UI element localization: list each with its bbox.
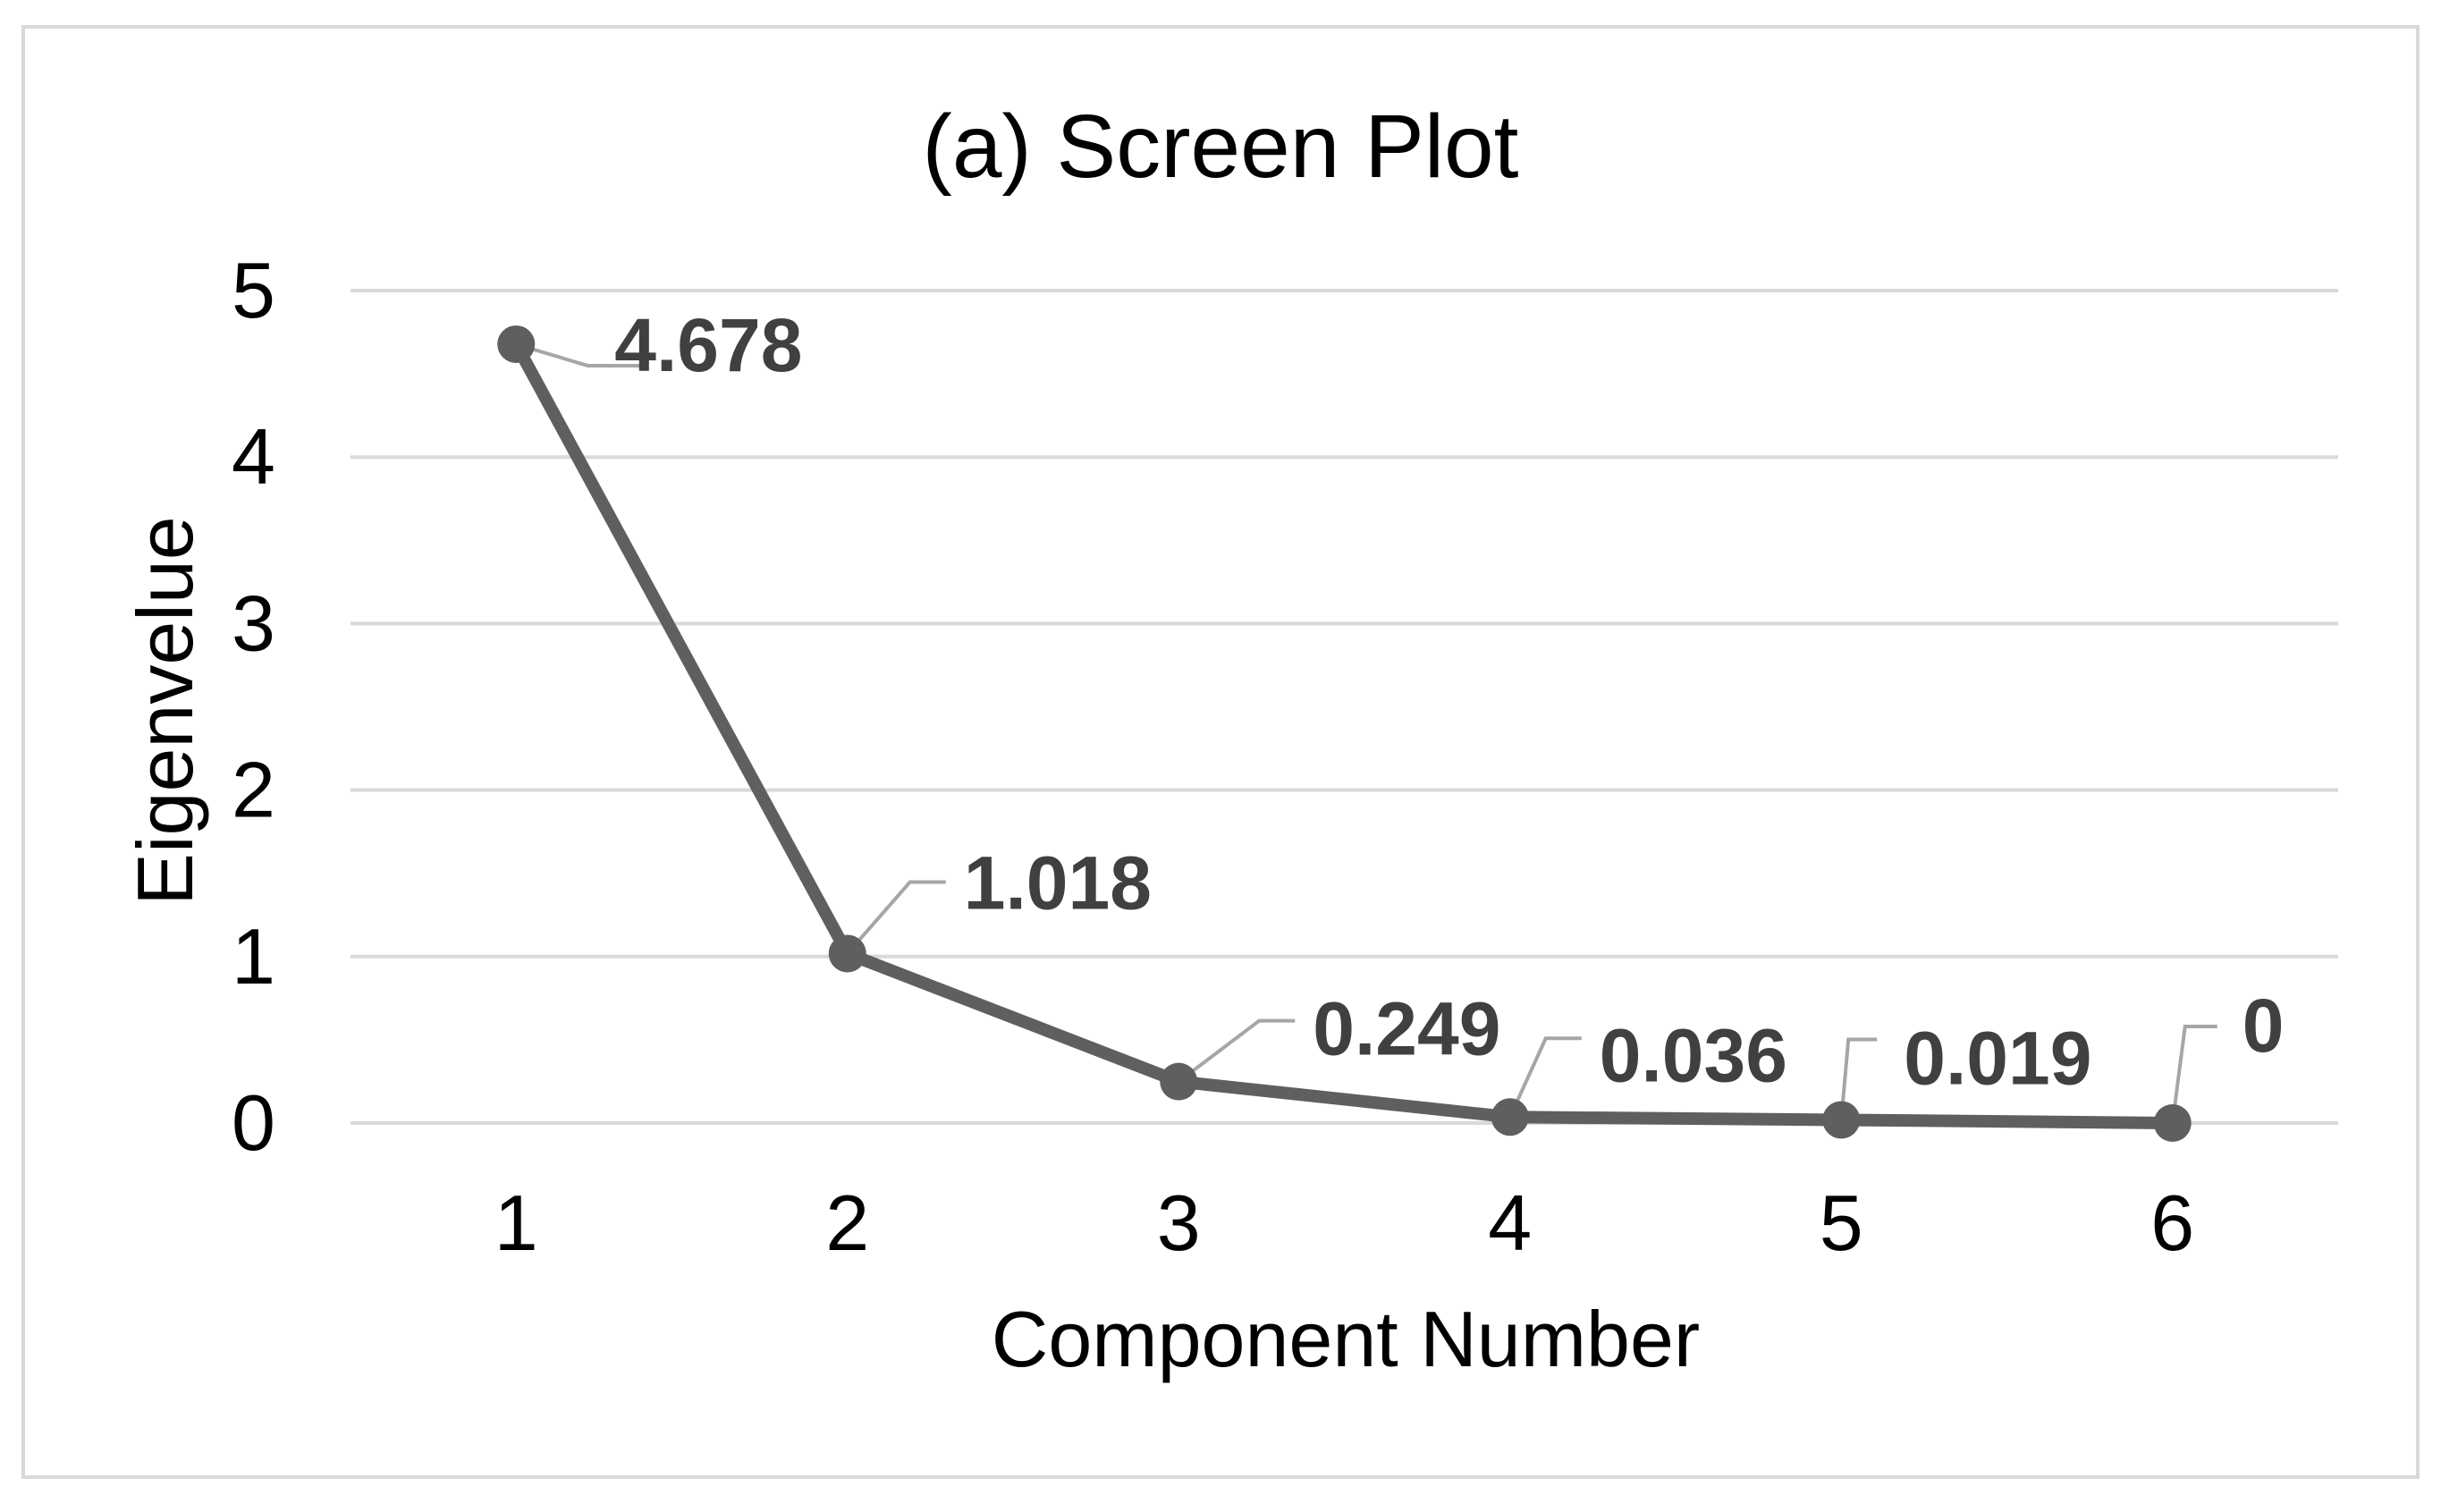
chart-title: (a) Screen Plot bbox=[923, 97, 1519, 197]
data-label: 0.249 bbox=[1313, 987, 1500, 1071]
data-point bbox=[2153, 1104, 2192, 1142]
data-label-leader-lines bbox=[515, 342, 2217, 1124]
data-point bbox=[1491, 1098, 1529, 1136]
x-tick-label: 6 bbox=[2150, 1178, 2194, 1267]
y-tick-labels: 0 1 2 3 4 5 bbox=[232, 246, 275, 1167]
y-tick-label: 0 bbox=[232, 1078, 275, 1167]
data-point bbox=[828, 934, 866, 973]
data-label: 0.019 bbox=[1904, 1016, 2091, 1100]
y-tick-label: 4 bbox=[232, 412, 275, 501]
data-labels: 4.678 1.018 0.249 0.036 0.019 0 bbox=[614, 303, 2284, 1101]
chart-frame bbox=[21, 25, 2420, 1479]
x-tick-label: 3 bbox=[1157, 1178, 1201, 1267]
data-label-leader bbox=[515, 342, 642, 367]
x-tick-labels: 1 2 3 4 5 6 bbox=[494, 1178, 2194, 1267]
data-point bbox=[497, 325, 536, 363]
data-label-leader bbox=[846, 880, 946, 955]
data-points bbox=[497, 325, 2192, 1142]
series-line bbox=[510, 337, 2179, 1129]
series-line-layer bbox=[510, 337, 2179, 1129]
data-label: 0 bbox=[2243, 984, 2285, 1068]
x-tick-label: 5 bbox=[1820, 1178, 1863, 1267]
x-tick-label: 4 bbox=[1488, 1178, 1532, 1267]
data-label-leader bbox=[2170, 1025, 2217, 1124]
data-point bbox=[1822, 1101, 1861, 1139]
y-tick-label: 5 bbox=[232, 246, 275, 334]
x-tick-label: 2 bbox=[825, 1178, 869, 1267]
data-point bbox=[1160, 1062, 1198, 1101]
x-tick-label: 1 bbox=[494, 1178, 538, 1267]
data-label-leader bbox=[1508, 1036, 1582, 1119]
y-tick-label: 1 bbox=[232, 912, 275, 1001]
data-label: 0.036 bbox=[1600, 1013, 1787, 1097]
y-tick-label: 3 bbox=[232, 579, 275, 667]
y-tick-label: 2 bbox=[232, 746, 275, 834]
y-axis-title: Eigenvelue bbox=[121, 516, 209, 905]
data-label-leader bbox=[1178, 1018, 1296, 1084]
x-axis-title: Component Number bbox=[992, 1295, 1700, 1383]
data-label: 1.018 bbox=[964, 840, 1152, 925]
data-label: 4.678 bbox=[614, 303, 802, 387]
data-label-leader bbox=[1839, 1037, 1878, 1120]
